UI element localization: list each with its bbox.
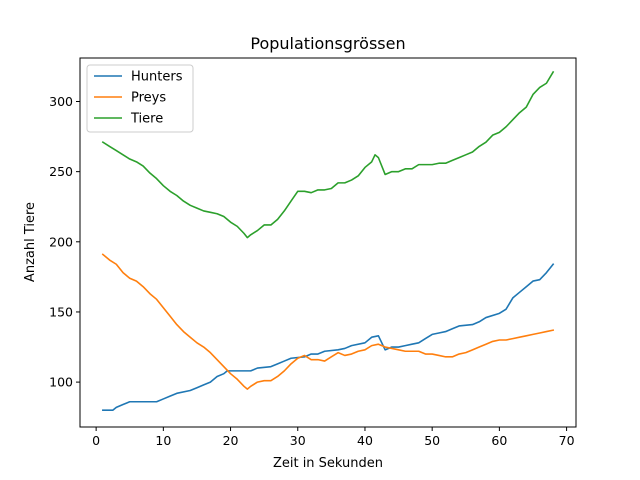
- legend: Hunters Preys Tiere: [86, 64, 194, 133]
- x-axis-ticks: 0 10 20 30 40 50 60 70: [92, 427, 575, 448]
- x-tick-label: 0: [92, 433, 100, 448]
- y-axis-ticks: 100 150 200 250 300: [49, 94, 80, 390]
- axes-frame: [79, 57, 577, 428]
- x-tick-label: 10: [155, 433, 171, 448]
- legend-items: Hunters Preys Tiere: [94, 70, 183, 127]
- y-tick-label: 250: [49, 164, 73, 179]
- x-axis-label: Zeit in Sekunden: [273, 456, 383, 471]
- legend-box: [86, 64, 194, 133]
- legend-label-preys: Preys: [131, 91, 166, 106]
- y-axis-label: Anzahl Tiere: [23, 202, 38, 282]
- x-tick-label: 60: [491, 433, 507, 448]
- x-tick-label: 30: [290, 433, 306, 448]
- series-layer: [101, 70, 555, 411]
- legend-label-tiere: Tiere: [130, 112, 163, 127]
- x-tick-label: 70: [559, 433, 575, 448]
- legend-label-hunters: Hunters: [131, 70, 183, 85]
- y-tick-label: 150: [49, 304, 73, 319]
- x-tick-label: 40: [357, 433, 373, 448]
- y-tick-label: 300: [49, 94, 73, 109]
- x-tick-label: 50: [424, 433, 440, 448]
- chart-title: Populationsgrössen: [250, 34, 405, 53]
- series-line-tiere: [101, 70, 555, 239]
- x-tick-label: 20: [223, 433, 239, 448]
- series-line-preys: [101, 253, 555, 390]
- series-line-hunters: [102, 263, 555, 411]
- y-tick-label: 200: [49, 234, 73, 249]
- y-tick-label: 100: [49, 375, 73, 390]
